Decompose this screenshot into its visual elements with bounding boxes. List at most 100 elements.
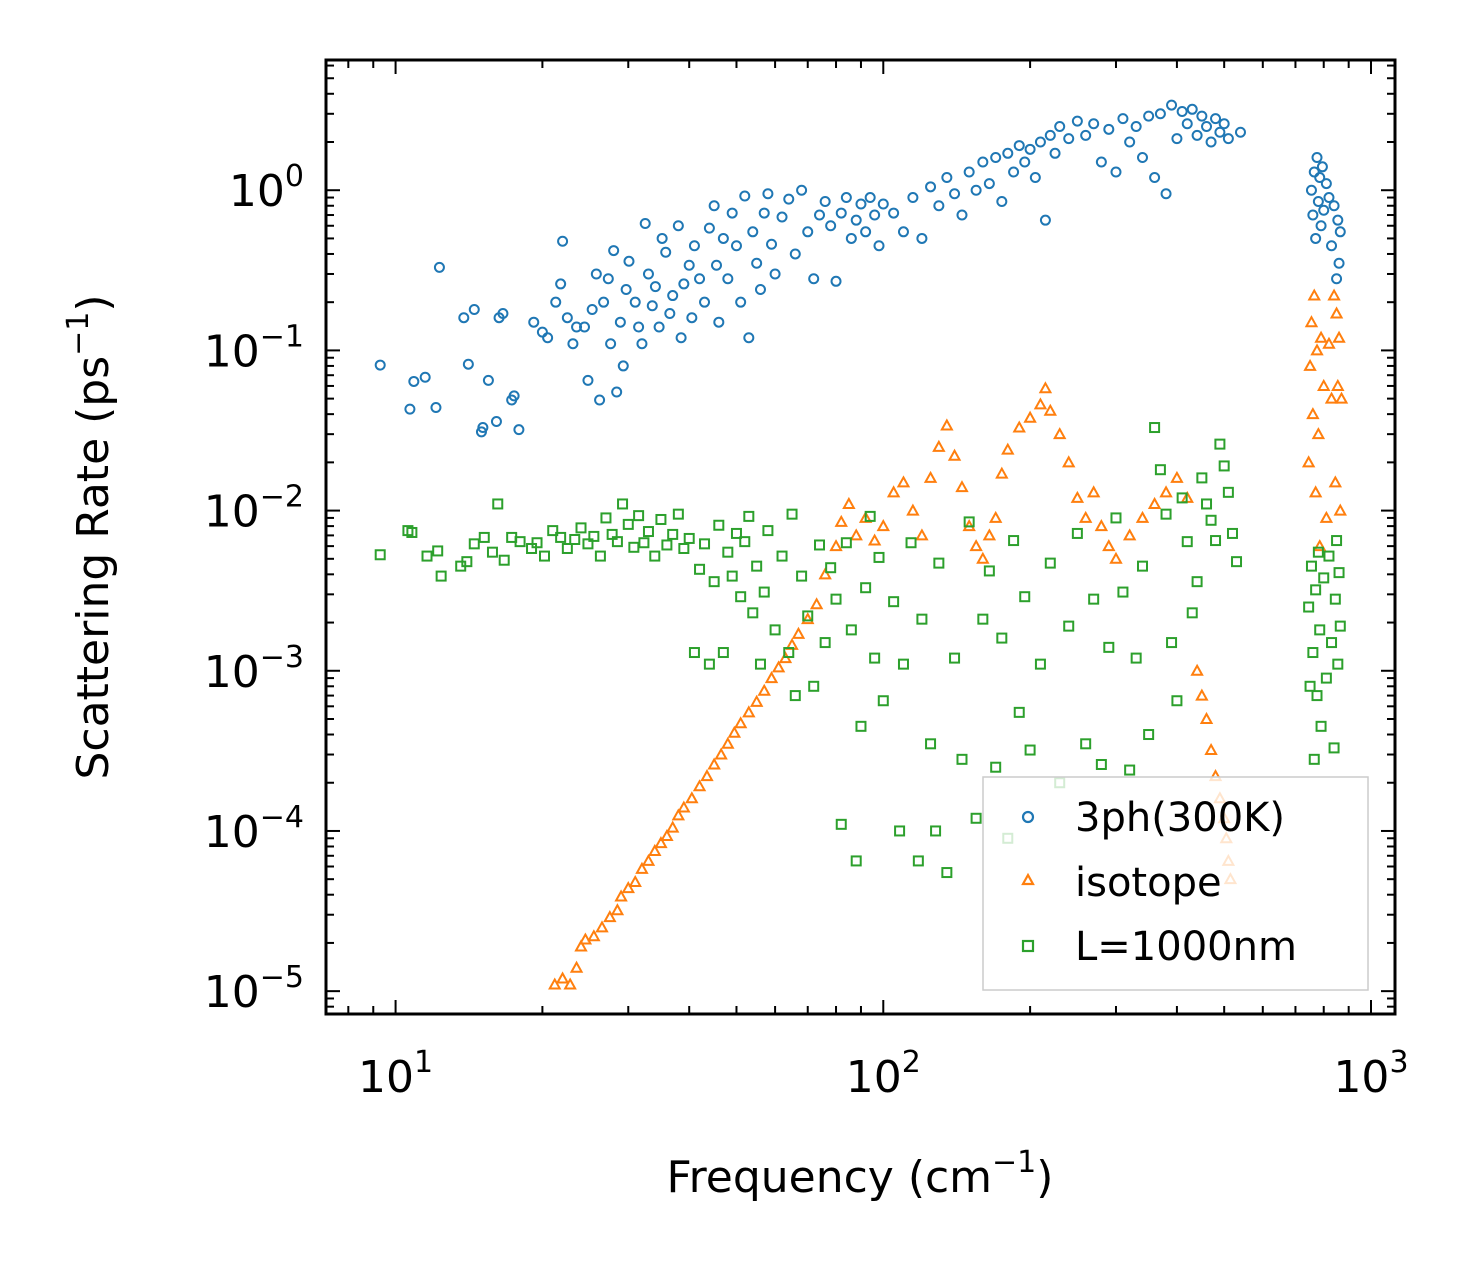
point-l1000nm	[1320, 672, 1332, 684]
point-isotope	[578, 932, 593, 945]
point-3ph	[1310, 232, 1322, 244]
legend-marker-l1000nm	[1021, 939, 1035, 953]
point-3ph	[1166, 99, 1178, 111]
point-isotope	[714, 747, 728, 760]
point-3ph	[602, 273, 614, 285]
y-tick-base: 10	[229, 166, 285, 217]
point-l1000nm	[1034, 658, 1046, 670]
point-3ph	[743, 332, 755, 344]
point-l1000nm	[1312, 546, 1324, 558]
point-3ph	[477, 422, 489, 434]
point-isotope	[1170, 470, 1184, 483]
point-l1000nm	[1318, 572, 1330, 584]
point-isotope	[628, 874, 642, 888]
point-isotope	[603, 910, 617, 923]
point-isotope	[1053, 427, 1067, 440]
point-3ph	[726, 207, 738, 219]
point-3ph	[458, 312, 470, 324]
point-isotope	[1308, 485, 1323, 498]
point-isotope	[876, 519, 890, 532]
series-isotope-points	[548, 288, 1349, 990]
point-3ph	[1095, 156, 1107, 168]
x-tick-exp: 1	[414, 1045, 433, 1080]
point-3ph	[649, 281, 661, 293]
legend-box	[982, 776, 1369, 991]
point-isotope	[1135, 510, 1150, 523]
point-3ph	[713, 316, 725, 328]
legend: 3ph(300K) isotope L=1000nm	[982, 776, 1369, 991]
point-3ph	[1315, 220, 1327, 232]
point-3ph	[933, 200, 945, 212]
point-l1000nm	[582, 538, 594, 550]
point-3ph	[855, 198, 867, 210]
point-3ph	[497, 307, 509, 319]
y-tick-exp: −2	[260, 480, 304, 515]
point-isotope	[969, 539, 983, 552]
point-l1000nm	[1171, 695, 1183, 707]
point-isotope	[1094, 519, 1109, 532]
point-l1000nm	[1149, 422, 1161, 434]
point-l1000nm	[1124, 764, 1136, 776]
point-isotope	[1109, 551, 1123, 564]
point-3ph	[877, 198, 889, 210]
point-isotope	[1033, 397, 1048, 410]
point-3ph	[1054, 120, 1066, 132]
point-isotope	[1327, 288, 1341, 301]
point-3ph	[656, 232, 668, 244]
point-l1000nm	[783, 647, 795, 659]
point-3ph	[925, 181, 937, 193]
point-3ph	[567, 338, 579, 350]
point-l1000nm	[486, 546, 498, 558]
point-isotope	[555, 971, 570, 984]
point-l1000nm	[1019, 591, 1031, 603]
point-isotope	[1329, 306, 1344, 319]
point-3ph	[941, 172, 953, 184]
point-isotope	[1304, 315, 1319, 328]
legend-marker-3ph	[1021, 810, 1035, 824]
point-l1000nm	[897, 658, 909, 670]
point-isotope	[665, 820, 680, 833]
point-3ph	[1160, 188, 1172, 200]
point-l1000nm	[1332, 658, 1344, 670]
point-3ph	[730, 240, 742, 252]
point-l1000nm	[860, 582, 872, 594]
point-l1000nm	[735, 591, 747, 603]
point-l1000nm	[661, 539, 673, 551]
x-tick-exp: 2	[902, 1045, 921, 1080]
point-3ph	[1307, 209, 1319, 221]
point-l1000nm	[531, 537, 543, 549]
point-isotope	[1147, 496, 1162, 509]
point-l1000nm	[1181, 536, 1193, 548]
y-tick-base: 10	[204, 326, 260, 377]
point-3ph	[1234, 126, 1246, 138]
point-3ph	[845, 232, 857, 244]
point-l1000nm	[830, 593, 842, 605]
point-isotope	[932, 439, 946, 452]
point-l1000nm	[569, 533, 581, 545]
point-l1000nm	[825, 562, 837, 574]
y-tick-label: 10−4	[204, 800, 304, 858]
point-isotope	[1322, 336, 1336, 349]
point-isotope	[641, 853, 656, 866]
point-3ph	[1314, 172, 1326, 184]
point-l1000nm	[539, 550, 551, 562]
point-l1000nm	[1231, 556, 1243, 568]
point-3ph	[864, 192, 876, 204]
point-l1000nm	[683, 532, 695, 544]
point-isotope	[1159, 485, 1173, 498]
point-l1000nm	[1130, 652, 1142, 664]
point-3ph	[1044, 129, 1056, 141]
point-l1000nm	[1331, 535, 1343, 547]
point-3ph	[916, 232, 928, 244]
point-isotope	[1314, 330, 1328, 343]
x-axis-label-text: Frequency (cm	[667, 1152, 993, 1203]
point-3ph	[1013, 140, 1025, 152]
point-l1000nm	[1329, 593, 1341, 605]
y-tick-label: 10−3	[204, 640, 304, 698]
point-l1000nm	[1110, 512, 1122, 524]
point-isotope	[574, 939, 588, 952]
point-isotope	[923, 470, 938, 483]
point-l1000nm	[1160, 508, 1172, 520]
